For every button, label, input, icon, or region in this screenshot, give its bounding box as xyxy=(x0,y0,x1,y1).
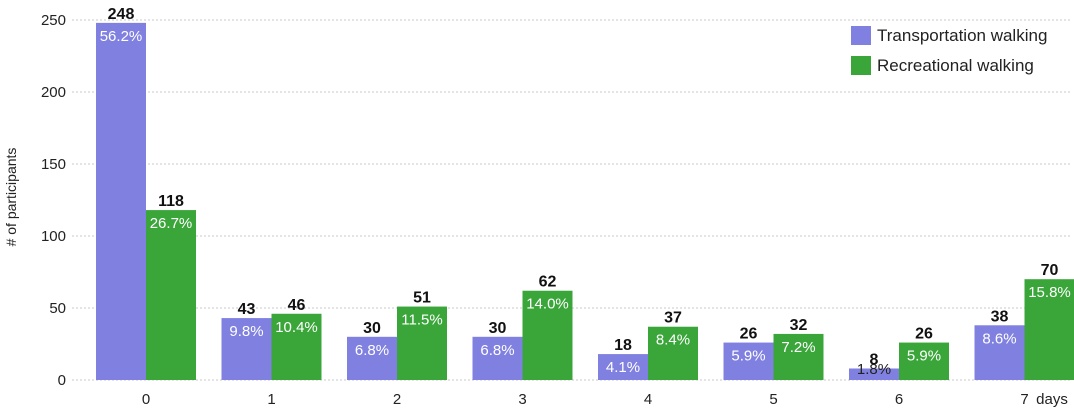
percent-label: 26.7% xyxy=(150,215,193,232)
y-axis-label: # of participants xyxy=(3,148,19,247)
count-label: 18 xyxy=(614,337,632,354)
bar-recreational-3 xyxy=(522,290,573,380)
percent-label: 5.9% xyxy=(907,348,941,365)
count-label: 32 xyxy=(790,317,808,334)
count-label: 37 xyxy=(664,310,682,327)
y-axis: 0 50 100 150 200 250 xyxy=(41,12,66,389)
bar-transportation-7 xyxy=(974,325,1025,380)
percent-label: 56.2% xyxy=(100,28,143,45)
x-axis: 0 1 2 3 4 5 6 7 xyxy=(142,391,1029,408)
legend: Transportation walking Recreational walki… xyxy=(851,26,1047,75)
bar-recreational-6 xyxy=(899,342,949,380)
percent-label: 6.8% xyxy=(480,342,514,359)
legend-label: Transportation walking xyxy=(877,26,1047,45)
y-tick-label: 200 xyxy=(41,84,66,101)
bar-transportation-6 xyxy=(849,368,899,380)
count-label: 38 xyxy=(991,308,1009,325)
bar-transportation-5 xyxy=(723,342,774,380)
count-label: 118 xyxy=(158,193,184,210)
count-label: 51 xyxy=(413,290,431,307)
percent-label: 9.8% xyxy=(229,323,263,340)
count-label: 8 xyxy=(870,351,879,368)
y-tick-label: 50 xyxy=(49,300,66,317)
x-tick-label: 4 xyxy=(644,391,652,408)
bar-recreational-5 xyxy=(773,333,824,380)
bar-transportation-1 xyxy=(221,318,272,380)
x-axis-unit-label: days xyxy=(1036,391,1068,408)
percent-label: 1.8% xyxy=(857,361,891,378)
percent-label: 11.5% xyxy=(401,312,442,329)
count-label: 26 xyxy=(915,326,933,343)
bar-transportation-0 xyxy=(96,22,146,380)
x-tick-label: 0 xyxy=(142,391,150,408)
percent-label: 15.8% xyxy=(1028,284,1071,301)
count-label: 26 xyxy=(740,326,758,343)
percent-label: 4.1% xyxy=(606,359,640,376)
bar-recreational-2 xyxy=(397,306,447,380)
legend-label: Recreational walking xyxy=(877,56,1034,75)
y-tick-label: 0 xyxy=(58,372,66,389)
x-tick-label: 7 xyxy=(1020,391,1028,408)
y-tick-label: 100 xyxy=(41,228,66,245)
count-label: 70 xyxy=(1041,262,1059,279)
percent-label: 8.6% xyxy=(982,330,1016,347)
bars: 248 56.2% 118 26.7% 43 9.8% 46 10.4% 30 6.8% 51 11.… xyxy=(96,6,1074,380)
y-tick-label: 250 xyxy=(41,12,66,29)
bar-transportation-3 xyxy=(472,336,523,380)
x-tick-label: 5 xyxy=(769,391,777,408)
bar-recreational-0 xyxy=(146,210,196,380)
count-label: 30 xyxy=(363,320,381,337)
bar-recreational-1 xyxy=(271,313,322,380)
legend-swatch xyxy=(851,26,871,45)
x-tick-label: 6 xyxy=(895,391,903,408)
count-label: 62 xyxy=(539,274,557,291)
bar-recreational-7 xyxy=(1024,279,1074,380)
percent-label: 8.4% xyxy=(656,332,690,349)
count-label: 46 xyxy=(288,297,306,314)
percent-label: 5.9% xyxy=(731,348,765,365)
percent-label: 14.0% xyxy=(526,296,569,313)
legend-swatch xyxy=(851,56,871,75)
count-label: 248 xyxy=(108,6,135,23)
bar-transportation-2 xyxy=(347,336,397,380)
x-tick-label: 3 xyxy=(518,391,526,408)
count-label: 30 xyxy=(489,320,507,337)
x-tick-label: 2 xyxy=(393,391,401,408)
percent-label: 10.4% xyxy=(275,319,318,336)
count-label: 43 xyxy=(238,301,256,318)
y-tick-label: 150 xyxy=(41,156,66,173)
x-tick-label: 1 xyxy=(267,391,275,408)
bar-recreational-4 xyxy=(648,326,698,380)
bar-transportation-4 xyxy=(598,354,648,380)
percent-label: 7.2% xyxy=(781,339,815,356)
percent-label: 6.8% xyxy=(355,342,389,359)
